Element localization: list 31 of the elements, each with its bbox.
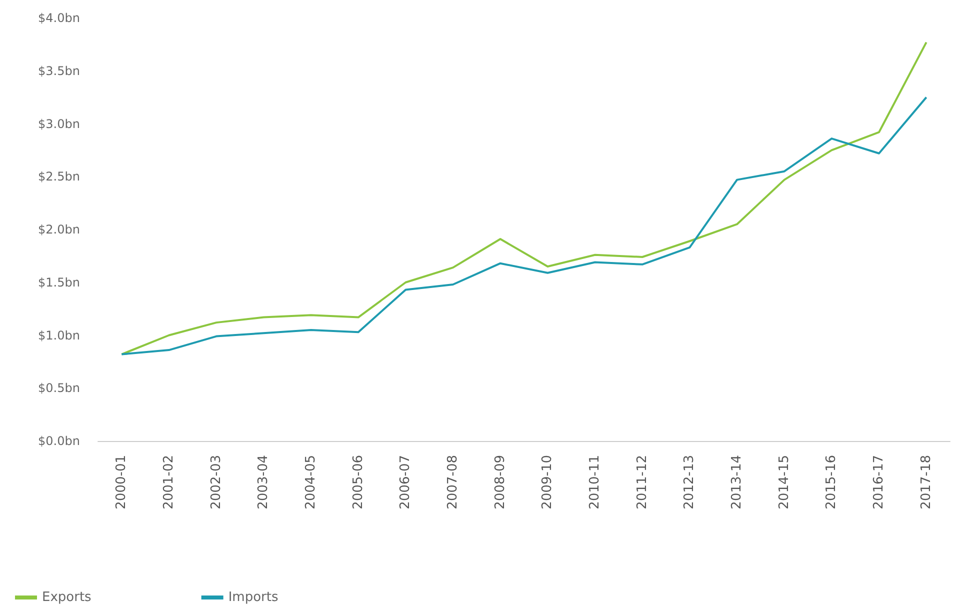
x-tick-label: 2000-01 [114,455,130,510]
x-tick-label: 2014-15 [776,455,792,510]
y-tick-label: $3.0bn [38,116,80,131]
x-tick-label: 2009-10 [540,455,556,510]
x-tick-label: 2002-03 [208,455,224,510]
legend-label: Imports [228,590,278,605]
y-tick-label: $3.5bn [38,64,80,78]
x-tick-label: 2005-06 [350,455,366,510]
y-tick-label: $0.0bn [38,434,80,448]
x-tick-label: 2010-11 [588,455,602,510]
x-tick-label: 2004-05 [304,455,318,510]
x-tick-label: 2012-13 [682,455,698,510]
x-tick-label: 2003-04 [256,455,272,510]
x-tick-label: 2015-16 [824,455,840,510]
y-tick-label: $1.5bn [38,275,80,290]
legend-label: Exports [42,590,92,605]
y-tick-label: $1.0bn [38,328,80,342]
x-tick-label: 2011-12 [634,455,650,510]
x-tick-label: 2007-08 [446,455,460,510]
y-tick-label: $4.0bn [38,11,80,25]
x-tick-label: 2001-02 [162,455,176,510]
x-tick-label: 2008-09 [492,455,508,510]
y-tick-label: $0.5bn [38,381,80,396]
x-tick-label: 2017-18 [918,455,934,510]
x-tick-label: 2006-07 [398,455,414,510]
x-tick-label: 2016-17 [872,455,886,510]
x-tick-label: 2013-14 [730,455,744,510]
line-series [120,41,928,356]
line-series [120,96,928,356]
y-tick-label: $2.0bn [38,222,80,236]
y-tick-label: $2.5bn [38,170,80,184]
